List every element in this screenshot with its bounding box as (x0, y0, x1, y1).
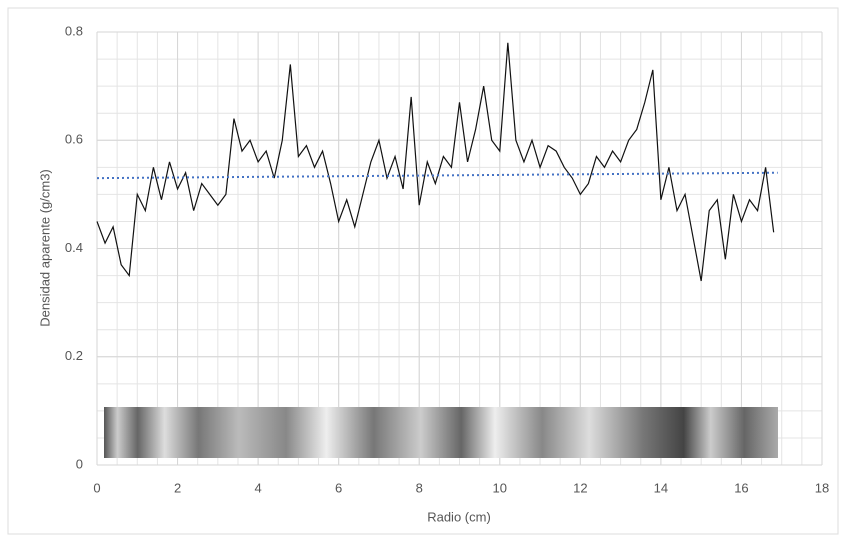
y-tick-label: 0 (76, 456, 83, 471)
frame (7, 7, 839, 535)
x-tick-label: 0 (93, 480, 100, 495)
y-tick-label: 0.4 (65, 240, 83, 255)
x-tick-label: 12 (573, 480, 587, 495)
y-axis-label: Densidad aparente (g/cm3) (37, 169, 52, 327)
y-tick-label: 0.2 (65, 348, 83, 363)
grid (96, 31, 823, 466)
x-tick-label: 18 (815, 480, 829, 495)
x-tick-label: 16 (734, 480, 748, 495)
x-tick-label: 4 (254, 480, 261, 495)
y-tick-label: 0.6 (65, 132, 83, 147)
data-line (96, 42, 775, 282)
x-tick-label: 14 (654, 480, 668, 495)
wood-sample-image (104, 407, 778, 458)
x-tick-label: 6 (335, 480, 342, 495)
trend-line (96, 171, 778, 180)
x-axis-label: Radio (cm) (427, 509, 491, 524)
x-tick-label: 2 (174, 480, 181, 495)
x-tick-label: 8 (416, 480, 423, 495)
x-tick-label: 10 (493, 480, 507, 495)
y-tick-label: 0.8 (65, 23, 83, 38)
